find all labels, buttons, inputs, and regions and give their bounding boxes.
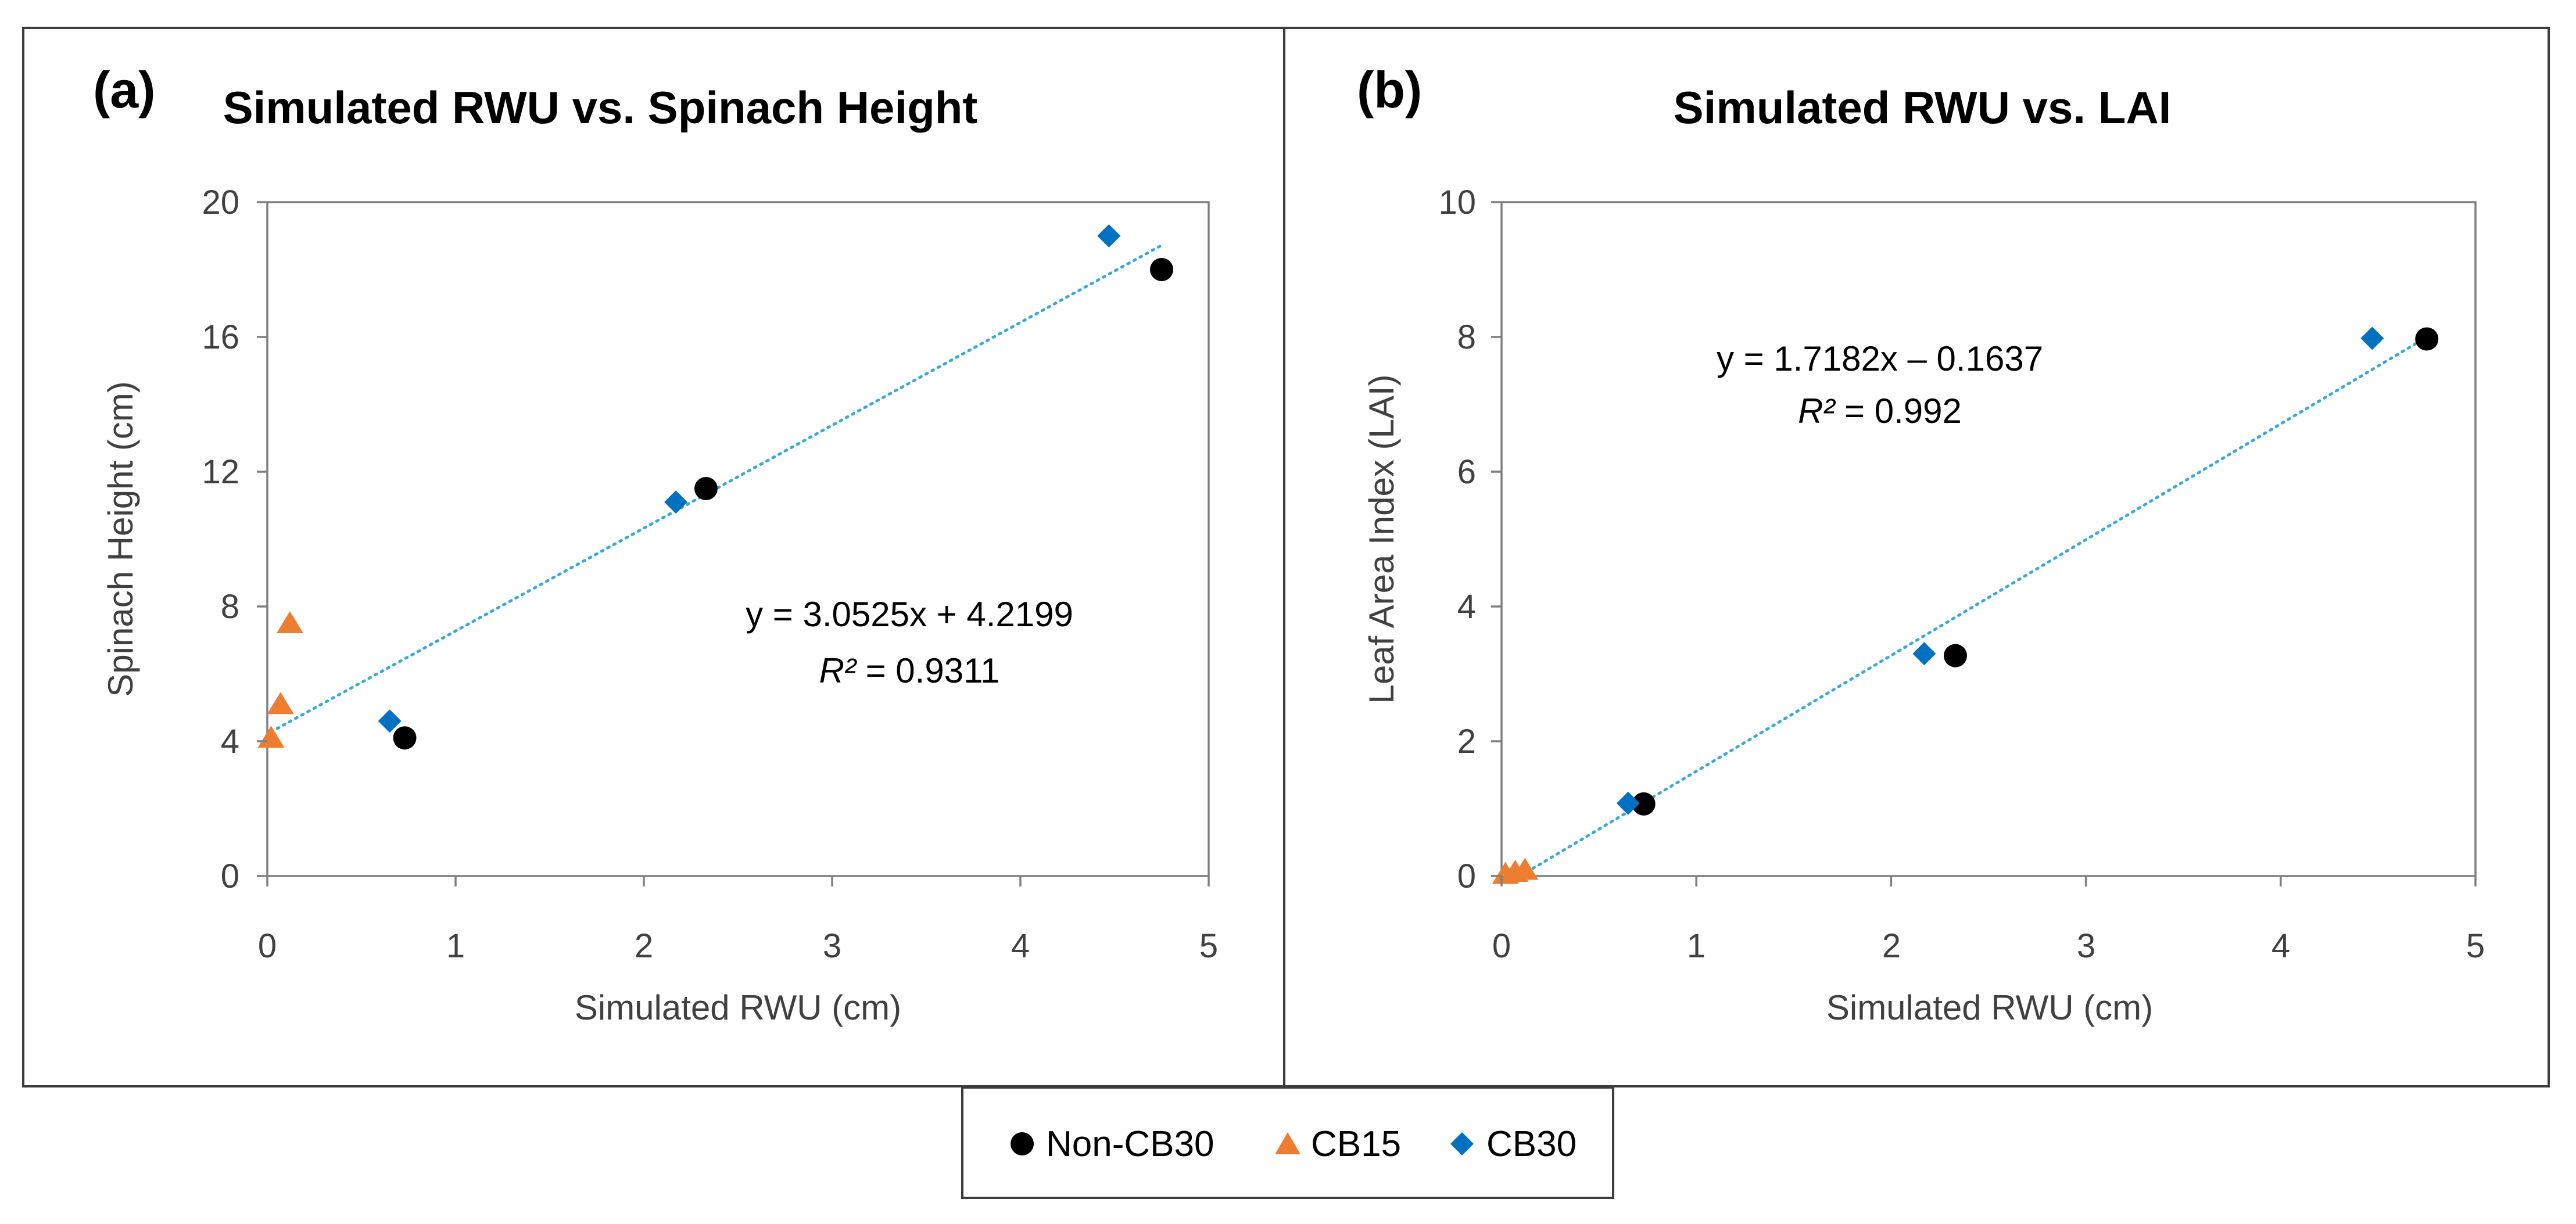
data-point-diamond (664, 490, 688, 514)
y-tick-label: 16 (202, 318, 239, 356)
x-tick-label: 5 (1199, 927, 1218, 965)
x-tick-label: 1 (1687, 927, 1706, 965)
panel-a-frame (22, 27, 1285, 1087)
panel-a-points (257, 224, 1173, 750)
r-squared-symbol: R² (1798, 392, 1836, 430)
panel-a-y-tick-labels: 0 4 8 12 16 20 (202, 184, 239, 895)
y-tick-label: 4 (221, 723, 239, 760)
y-tick-label: 2 (1457, 723, 1476, 760)
legend: Non-CB30 CB15 CB30 (961, 1086, 1614, 1199)
panel-b-x-tick-labels: 0 1 2 3 4 5 (1492, 927, 2485, 965)
y-tick-label: 8 (1457, 318, 1476, 356)
y-tick-label: 4 (1457, 588, 1476, 626)
x-tick-label: 3 (823, 927, 841, 965)
panel-b: (b) Simulated RWU vs. LAI 0 1 2 3 4 5 0 … (1283, 27, 2550, 1087)
data-point-triangle (276, 611, 303, 633)
panel-b-y-axis-title: Leaf Area Index (LAI) (1362, 374, 1401, 703)
r-squared-symbol: R² (819, 651, 857, 690)
y-tick-label: 8 (221, 588, 239, 626)
r-squared-value: = 0.992 (1835, 392, 1962, 430)
panel-a-y-axis-title: Spinach Height (cm) (101, 381, 140, 697)
x-tick-label: 4 (2272, 927, 2290, 965)
legend-label-non-cb30: Non-CB30 (1046, 1124, 1214, 1164)
panel-a-equation: y = 3.0525x + 4.2199 R² = 0.9311 (746, 595, 1073, 690)
panel-a-x-axis-title: Simulated RWU (cm) (575, 988, 901, 1027)
x-tick-label: 2 (1882, 927, 1901, 965)
y-tick-label: 0 (221, 857, 239, 895)
panel-b-equation: y = 1.7182x – 0.1637 R² = 0.992 (1717, 339, 2043, 430)
y-tick-label: 10 (1438, 184, 1476, 221)
panel-a-title: Simulated RWU vs. Spinach Height (223, 82, 978, 133)
data-point-circle (393, 726, 417, 750)
panel-b-r-squared: R² = 0.992 (1798, 392, 1962, 430)
data-point-circle (1150, 258, 1173, 281)
x-tick-label: 4 (1011, 927, 1030, 965)
x-tick-label: 5 (2466, 927, 2485, 965)
panel-b-equation-line1: y = 1.7182x – 0.1637 (1717, 339, 2043, 378)
legend-item-non-cb30: Non-CB30 (1011, 1124, 1214, 1164)
data-point-diamond (1616, 791, 1640, 815)
data-point-triangle (1511, 857, 1539, 880)
legend-marker-triangle (1275, 1132, 1300, 1154)
y-tick-label: 20 (202, 184, 239, 221)
panel-b-trendline-group (1520, 335, 2428, 877)
legend-item-cb30: CB30 (1450, 1124, 1577, 1164)
x-tick-label: 3 (2077, 927, 2095, 965)
legend-marker-diamond (1450, 1132, 1474, 1155)
legend-item-cb15: CB15 (1275, 1124, 1401, 1164)
x-tick-label: 0 (1492, 927, 1511, 965)
data-point-diamond (1097, 224, 1121, 247)
legend-marker-circle (1011, 1132, 1034, 1155)
data-point-diamond (2360, 326, 2384, 350)
data-point-circle (2415, 327, 2439, 351)
x-tick-label: 1 (446, 927, 465, 965)
panel-b-plot-area (1500, 201, 2477, 877)
panel-a: (a) Simulated RWU vs. Spinach Height 0 1… (22, 27, 1285, 1087)
y-tick-label: 12 (202, 453, 239, 491)
panel-b-x-axis-title: Simulated RWU (cm) (1826, 988, 2153, 1027)
panel-a-x-tick-labels: 0 1 2 3 4 5 (258, 927, 1218, 965)
y-tick-label: 6 (1457, 453, 1476, 491)
panel-b-points (1492, 326, 2439, 884)
panel-a-label: (a) (93, 61, 156, 119)
panel-a-trendline-group (269, 243, 1163, 734)
panel-b-title: Simulated RWU vs. LAI (1674, 82, 2172, 133)
panel-b-y-tick-labels: 0 2 4 6 8 10 (1438, 184, 1476, 895)
x-tick-label: 2 (635, 927, 653, 965)
data-point-circle (1944, 644, 1968, 667)
panel-b-label: (b) (1357, 61, 1422, 119)
y-tick-label: 0 (1457, 857, 1476, 895)
legend-label-cb15: CB15 (1311, 1124, 1401, 1164)
data-point-circle (694, 477, 718, 500)
panel-b-trendline (1520, 335, 2428, 877)
panel-b-frame (1283, 27, 2550, 1087)
legend-label-cb30: CB30 (1486, 1124, 1577, 1164)
panel-a-r-squared: R² = 0.9311 (819, 651, 1000, 690)
data-point-triangle (267, 692, 294, 715)
x-tick-label: 0 (258, 927, 277, 965)
r-squared-value: = 0.9311 (856, 651, 999, 690)
data-point-diamond (378, 709, 402, 733)
panel-a-plot-area (266, 201, 1210, 877)
panel-a-equation-line1: y = 3.0525x + 4.2199 (746, 595, 1073, 634)
panel-a-trendline (269, 243, 1163, 734)
data-point-circle (1632, 792, 1656, 816)
data-point-diamond (1912, 642, 1936, 666)
